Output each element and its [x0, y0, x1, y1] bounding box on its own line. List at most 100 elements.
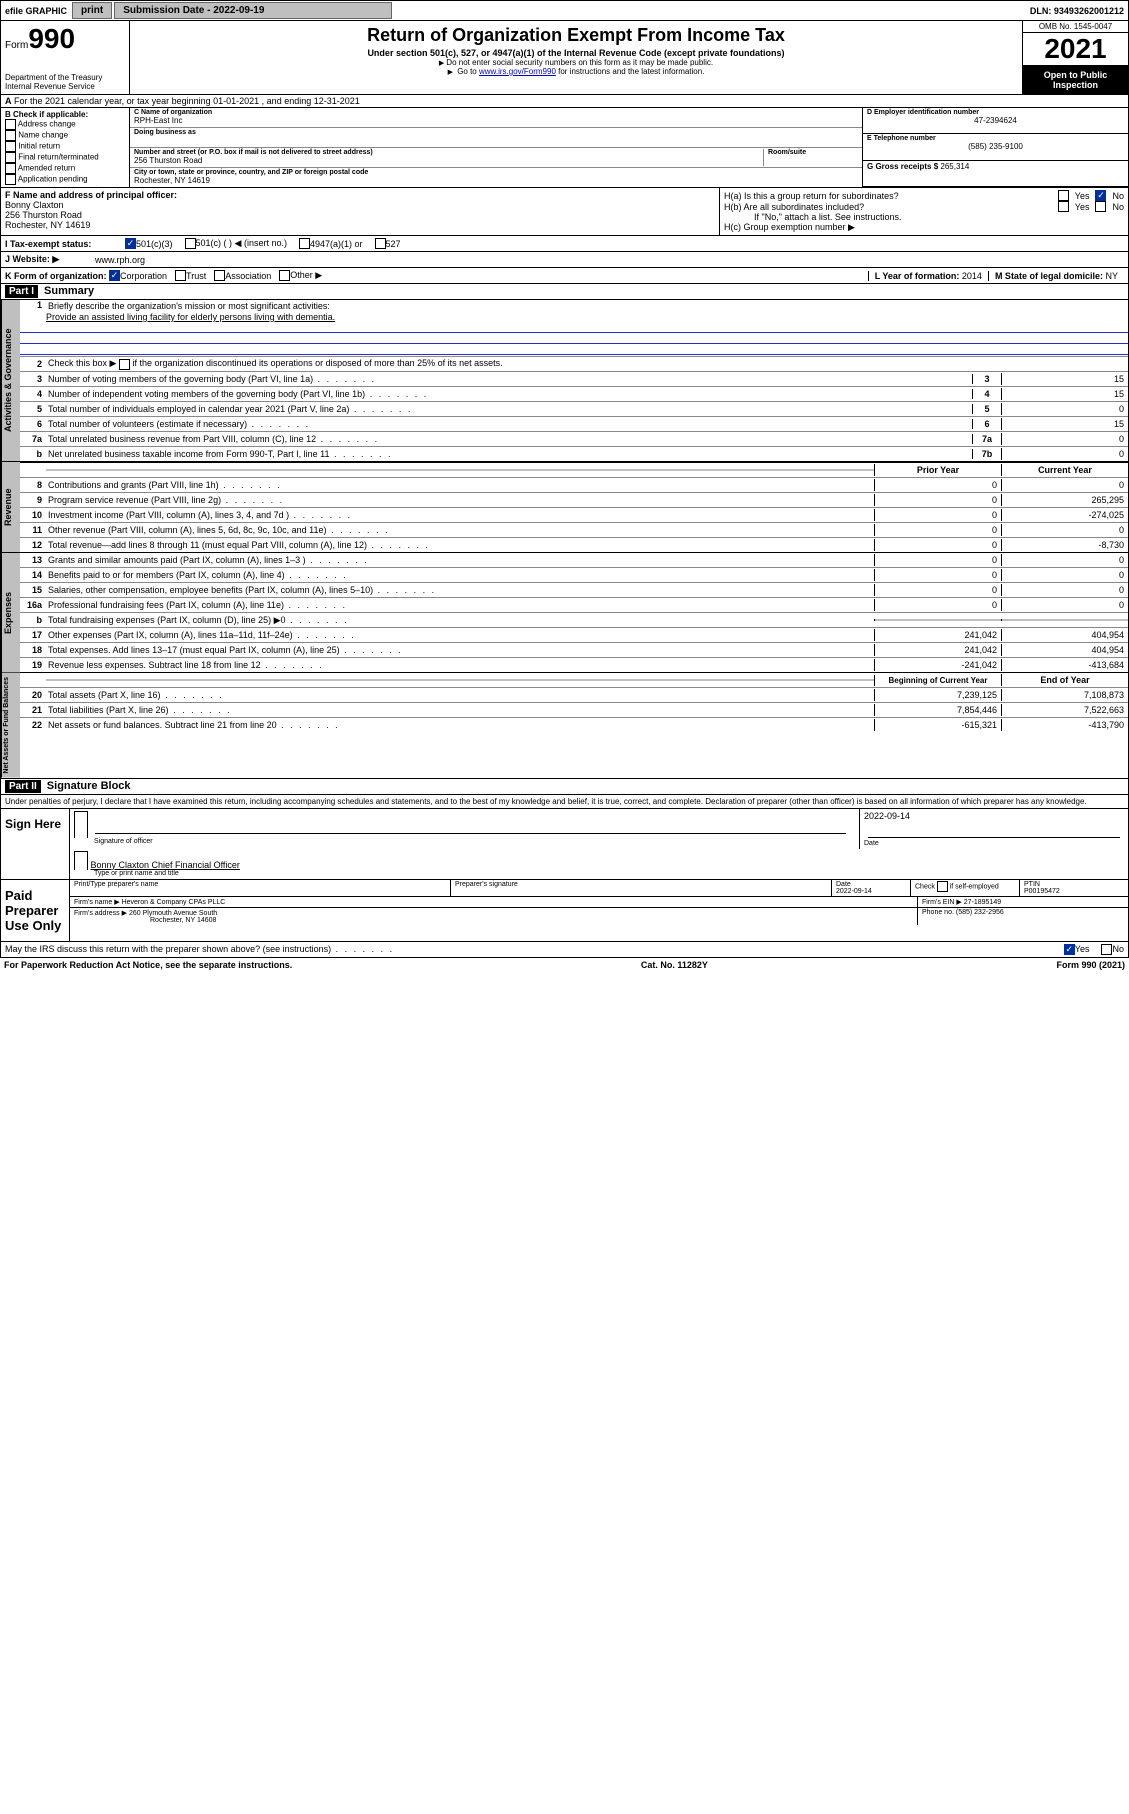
group-return-info: H(a) Is this a group return for subordin…	[719, 188, 1128, 235]
4947-check[interactable]	[299, 238, 310, 249]
prior-value: 0	[874, 569, 1001, 581]
current-value: 0	[1001, 554, 1128, 566]
line-desc: Total liabilities (Part X, line 26)	[46, 704, 874, 716]
line-num: 4	[20, 389, 46, 399]
current-value: 0	[1001, 584, 1128, 596]
org-name-value: RPH-East Inc	[134, 116, 858, 125]
prior-value: 0	[874, 479, 1001, 491]
efile-label: efile GRAPHIC	[5, 6, 67, 16]
line2-check[interactable]	[119, 359, 130, 370]
check-initial-return[interactable]: Initial return	[5, 141, 125, 152]
line-key: 4	[972, 389, 1001, 399]
table-row: 16aProfessional fundraising fees (Part I…	[20, 598, 1128, 613]
discuss-yes-check[interactable]: ✓	[1064, 944, 1075, 955]
form-org-label: K Form of organization:	[5, 271, 107, 281]
current-value: -413,790	[1001, 719, 1128, 731]
col-b-checkboxes: B Check if applicable: Address change Na…	[1, 108, 130, 187]
table-row: 17Other expenses (Part IX, column (A), l…	[20, 628, 1128, 643]
line-value: 15	[1001, 388, 1128, 400]
hb-no-check[interactable]	[1095, 201, 1106, 212]
assoc-check[interactable]	[214, 270, 225, 281]
other-label: Other ▶	[290, 270, 322, 281]
check-address-change[interactable]: Address change	[5, 119, 125, 130]
discuss-no-check[interactable]	[1101, 944, 1112, 955]
line-key: 3	[972, 374, 1001, 384]
other-check[interactable]	[279, 270, 290, 281]
ha-no-check[interactable]: ✓	[1095, 190, 1106, 201]
ha-yes-check[interactable]	[1058, 190, 1069, 201]
501c3-label: 501(c)(3)	[136, 239, 173, 249]
check-application-pending[interactable]: Application pending	[5, 174, 125, 185]
line-value: 0	[1001, 403, 1128, 415]
table-row: 12Total revenue—add lines 8 through 11 (…	[20, 538, 1128, 552]
omb-number: OMB No. 1545-0047	[1023, 21, 1128, 33]
line-desc: Number of voting members of the governin…	[46, 373, 972, 385]
line-num: 20	[20, 690, 46, 700]
current-value: 7,522,663	[1001, 704, 1128, 716]
527-label: 527	[386, 239, 401, 249]
org-name-cell: C Name of organization RPH-East Inc	[130, 108, 862, 128]
line-num: 22	[20, 720, 46, 730]
line-desc: Total unrelated business revenue from Pa…	[46, 433, 972, 445]
line-num: 15	[20, 585, 46, 595]
501c3-check[interactable]: ✓	[125, 238, 136, 249]
row-j-website: J Website: ▶ www.rph.org	[0, 252, 1129, 268]
row-a-text: For the 2021 calendar year, or tax year …	[14, 96, 360, 106]
discuss-label: May the IRS discuss this return with the…	[5, 944, 1064, 954]
line-desc: Total assets (Part X, line 16)	[46, 689, 874, 701]
gross-value: 265,314	[940, 162, 969, 171]
line-desc: Total expenses. Add lines 13–17 (must eq…	[46, 644, 874, 656]
check-name-change[interactable]: Name change	[5, 130, 125, 141]
hb-yes: Yes	[1075, 202, 1090, 212]
officer-name: Bonny Claxton	[5, 200, 64, 210]
sig-date-value: 2022-09-14	[864, 811, 1124, 821]
current-year-hdr: Current Year	[1001, 464, 1128, 476]
officer-addr1: 256 Thurston Road	[5, 210, 82, 220]
tax-status-label: I Tax-exempt status:	[5, 239, 125, 249]
line2-num: 2	[20, 359, 46, 369]
hb-label: H(b) Are all subordinates included?	[724, 202, 1052, 212]
prior-value: 241,042	[874, 629, 1001, 641]
line-num: 9	[20, 495, 46, 505]
irs-link[interactable]: www.irs.gov/Form990	[479, 67, 556, 76]
pp-name-field[interactable]: Print/Type preparer's name	[70, 880, 450, 896]
dept-treasury: Department of the Treasury	[5, 73, 125, 82]
website-label: J Website: ▶	[5, 254, 95, 265]
footer-right: Form 990 (2021)	[1056, 960, 1125, 970]
firm-phone-value: (585) 232-2956	[956, 909, 1004, 916]
blank	[46, 679, 874, 681]
corp-check[interactable]: ✓	[109, 270, 120, 281]
table-row: 7aTotal unrelated business revenue from …	[20, 432, 1128, 447]
pp-sig-field[interactable]: Preparer's signature	[450, 880, 831, 896]
line-key: 5	[972, 404, 1001, 414]
street-cell: Number and street (or P.O. box if mail i…	[130, 148, 862, 168]
current-value: 265,295	[1001, 494, 1128, 506]
paid-preparer-label: Paid Preparer Use Only	[1, 880, 69, 941]
print-button[interactable]: print	[72, 2, 112, 19]
check-final-return[interactable]: Final return/terminated	[5, 152, 125, 163]
trust-check[interactable]	[175, 270, 186, 281]
hb-yes-check[interactable]	[1058, 201, 1069, 212]
part2-badge: Part II	[5, 780, 41, 793]
527-check[interactable]	[375, 238, 386, 249]
top-bar: efile GRAPHIC print Submission Date - 20…	[0, 0, 1129, 21]
assoc-label: Association	[225, 271, 271, 281]
perjury-declaration: Under penalties of perjury, I declare th…	[1, 795, 1128, 808]
ha-yes: Yes	[1075, 191, 1090, 201]
line-value: 0	[1001, 448, 1128, 460]
officer-signature-line[interactable]	[95, 819, 846, 834]
4947-label: 4947(a)(1) or	[310, 239, 363, 249]
table-row: 20Total assets (Part X, line 16)7,239,12…	[20, 688, 1128, 703]
officer-label: F Name and address of principal officer:	[5, 190, 177, 200]
irs-label: Internal Revenue Service	[5, 82, 125, 91]
mission-line	[20, 334, 1128, 344]
part1-title: Summary	[44, 285, 94, 298]
domicile-label: M State of legal domicile:	[995, 271, 1103, 281]
line-value: 15	[1001, 373, 1128, 385]
form-title: Return of Organization Exempt From Incom…	[132, 25, 1020, 46]
line-desc: Professional fundraising fees (Part IX, …	[46, 599, 874, 611]
pp-selfemployed-field[interactable]: Check if self-employed	[910, 880, 1019, 896]
line-num: 14	[20, 570, 46, 580]
501c-check[interactable]	[185, 238, 196, 249]
check-amended-return[interactable]: Amended return	[5, 163, 125, 174]
